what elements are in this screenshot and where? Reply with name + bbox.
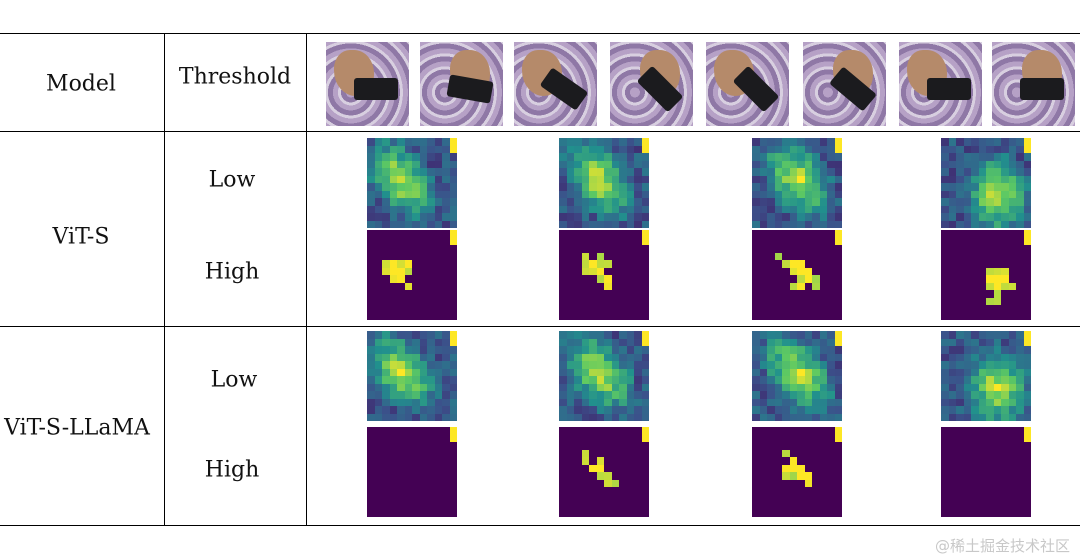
header-rule xyxy=(0,131,1080,132)
column-divider-2 xyxy=(306,33,307,525)
group-rule xyxy=(0,326,1080,327)
watermark: @稀土掘金技术社区 xyxy=(934,537,1070,555)
attention-heatmap xyxy=(941,427,1031,517)
video-frame-thumbnail xyxy=(899,42,982,126)
row-model-vit-s-llama: ViT-S-LLaMA xyxy=(4,415,150,441)
attention-heatmap xyxy=(559,230,649,320)
attention-heatmap xyxy=(367,138,457,228)
row-threshold-vit-s-high: High xyxy=(204,259,260,285)
row-threshold-vit-s-low: Low xyxy=(208,167,256,193)
top-rule xyxy=(0,33,1080,34)
attention-heatmap xyxy=(752,427,842,517)
header-threshold: Threshold xyxy=(178,64,292,90)
attention-heatmap xyxy=(367,230,457,320)
attention-heatmap xyxy=(559,427,649,517)
video-frame-thumbnail xyxy=(420,42,503,126)
bottom-rule xyxy=(0,525,1080,526)
attention-heatmap xyxy=(367,427,457,517)
video-frame-thumbnail xyxy=(992,42,1075,126)
video-frame-thumbnail xyxy=(610,42,693,126)
attention-heatmap xyxy=(367,331,457,421)
attention-heatmap xyxy=(752,230,842,320)
column-divider-1 xyxy=(164,33,165,525)
row-threshold-vit-s-llama-high: High xyxy=(204,457,260,483)
video-frame-thumbnail xyxy=(326,42,409,126)
attention-heatmap xyxy=(559,331,649,421)
row-model-vit-s: ViT-S xyxy=(52,224,110,250)
attention-heatmap xyxy=(941,331,1031,421)
attention-heatmap xyxy=(752,331,842,421)
header-model: Model xyxy=(46,71,116,97)
video-frame-thumbnail xyxy=(706,42,789,126)
attention-heatmap xyxy=(941,138,1031,228)
attention-heatmap xyxy=(941,230,1031,320)
row-threshold-vit-s-llama-low: Low xyxy=(210,367,258,393)
video-frame-thumbnail xyxy=(514,42,597,126)
attention-heatmap xyxy=(752,138,842,228)
video-frame-thumbnail xyxy=(803,42,886,126)
attention-heatmap xyxy=(559,138,649,228)
